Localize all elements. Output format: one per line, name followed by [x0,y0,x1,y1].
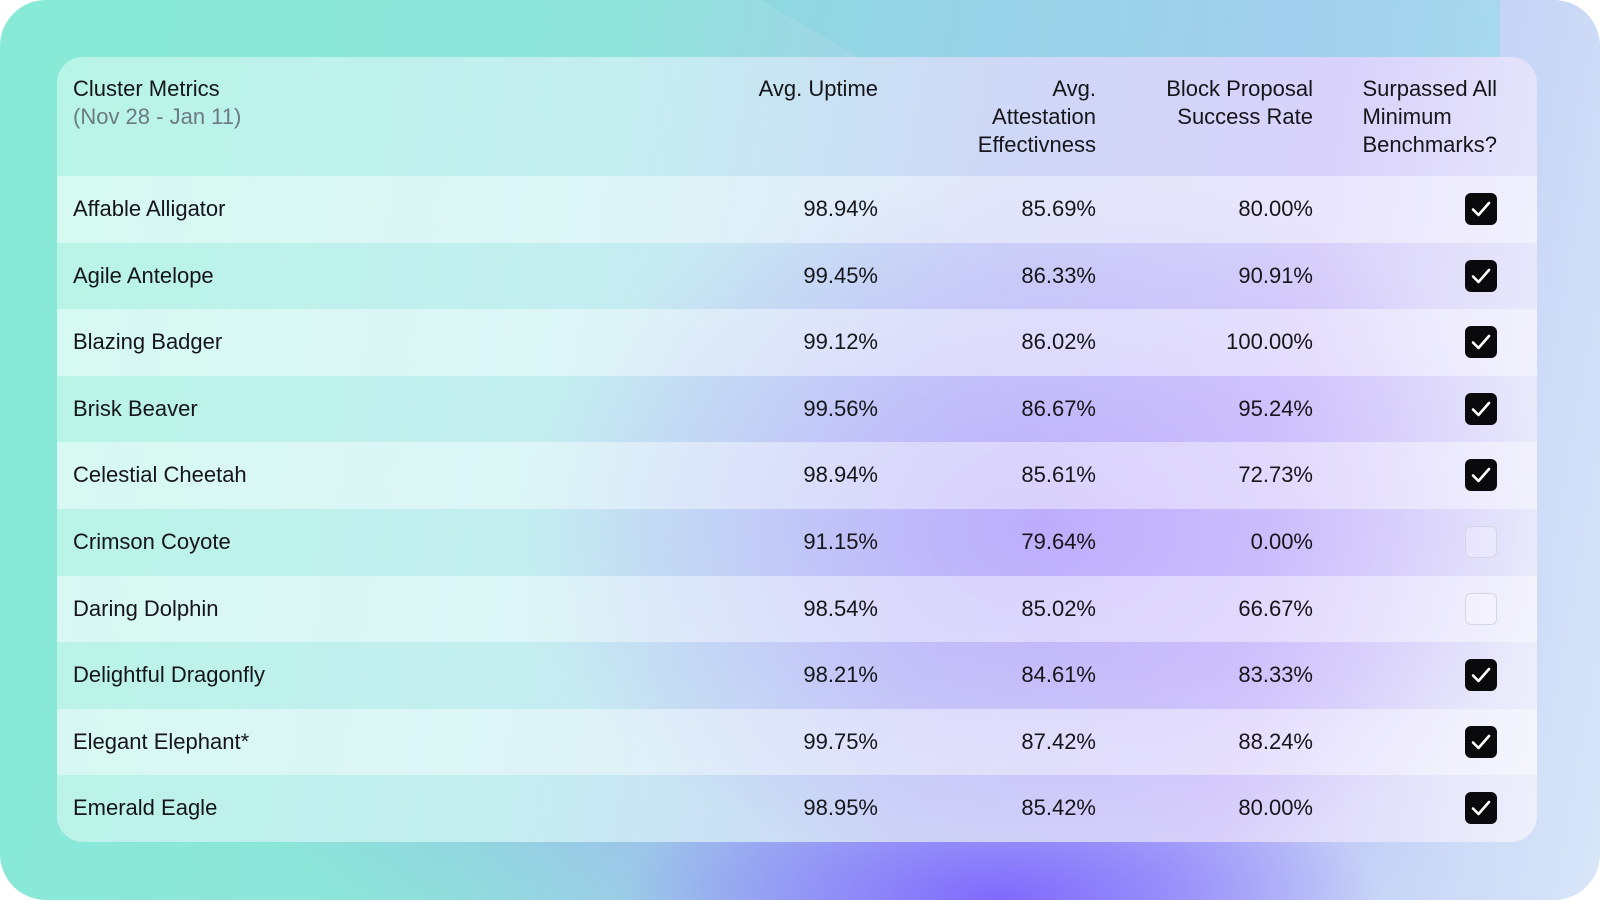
block-proposal-value: 0.00% [1250,528,1313,554]
table-row: Crimson Coyote 91.15% 79.64% 0.00% [57,509,1537,576]
table-row: Emerald Eagle 98.95% 85.42% 80.00% [57,775,1537,842]
header-block-proposal-rate: Block Proposal Success Rate [1166,76,1313,129]
block-proposal-value: 88.24% [1238,728,1313,754]
table-header: Cluster Metrics (Nov 28 - Jan 11) Avg. U… [57,57,1537,176]
metrics-table: Cluster Metrics (Nov 28 - Jan 11) Avg. U… [57,57,1537,842]
cluster-name: Celestial Cheetah [73,462,247,488]
table-row: Affable Alligator 98.94% 85.69% 80.00% [57,176,1537,243]
cluster-name: Delightful Dragonfly [73,662,265,688]
block-proposal-value: 90.91% [1238,262,1313,288]
attestation-value: 85.61% [1021,462,1096,488]
cluster-name: Agile Antelope [73,262,214,288]
uptime-value: 98.94% [803,196,878,221]
uptime-value: 98.94% [803,462,878,488]
header-benchmarks: Surpassed All Minimum Benchmarks? [1362,76,1497,157]
table-row: Brisk Beaver 99.56% 86.67% 95.24% [57,376,1537,443]
cluster-name: Elegant Elephant* [73,728,250,754]
table-row: Delightful Dragonfly 98.21% 84.61% 83.33… [57,642,1537,709]
block-proposal-value: 80.00% [1238,795,1313,821]
benchmark-checkbox[interactable] [1465,792,1497,825]
attestation-value: 85.02% [1021,595,1096,621]
block-proposal-value: 72.73% [1238,462,1313,488]
block-proposal-value: 80.00% [1238,196,1313,221]
attestation-value: 86.67% [1021,395,1096,421]
cluster-name: Crimson Coyote [73,528,231,554]
cluster-name: Brisk Beaver [73,395,198,421]
block-proposal-value: 100.00% [1226,329,1313,355]
table-body: Affable Alligator 98.94% 85.69% 80.00% A… [57,176,1537,842]
cluster-name: Daring Dolphin [73,595,219,621]
benchmark-checkbox[interactable] [1465,259,1497,292]
table-row: Daring Dolphin 98.54% 85.02% 66.67% [57,575,1537,643]
attestation-value: 86.02% [1021,329,1096,355]
benchmark-checkbox[interactable] [1465,725,1497,758]
attestation-value: 86.33% [1021,262,1096,288]
attestation-value: 79.64% [1021,528,1096,554]
header-cluster-metrics: Cluster Metrics [73,76,220,101]
benchmark-checkbox[interactable] [1465,193,1497,225]
table-row: Agile Antelope 99.45% 86.33% 90.91% [57,243,1537,310]
cluster-name: Emerald Eagle [73,795,218,821]
uptime-value: 98.54% [803,595,878,621]
benchmark-checkbox-empty[interactable] [1465,592,1497,625]
benchmark-checkbox[interactable] [1465,659,1497,692]
uptime-value: 98.21% [803,662,878,688]
uptime-value: 99.56% [803,395,878,421]
attestation-value: 84.61% [1021,662,1096,688]
table-row: Elegant Elephant* 99.75% 87.42% 88.24% [57,708,1537,776]
benchmark-checkbox-empty[interactable] [1465,525,1497,558]
cluster-name: Blazing Badger [73,329,223,355]
uptime-value: 99.12% [803,329,878,355]
header-avg-uptime: Avg. Uptime [758,76,878,101]
block-proposal-value: 95.24% [1238,395,1313,421]
uptime-value: 91.15% [803,528,878,554]
uptime-value: 99.45% [803,262,878,288]
table-row: Celestial Cheetah 98.94% 85.61% 72.73% [57,442,1537,509]
cluster-name: Affable Alligator [73,196,226,221]
block-proposal-value: 83.33% [1238,662,1313,688]
uptime-value: 99.75% [803,728,878,754]
table-row: Blazing Badger 99.12% 86.02% 100.00% [57,309,1537,376]
block-proposal-value: 66.67% [1238,595,1313,621]
benchmark-checkbox[interactable] [1465,326,1497,359]
header-date-range: (Nov 28 - Jan 11) [73,104,242,129]
benchmark-checkbox[interactable] [1465,459,1497,492]
attestation-value: 85.69% [1021,196,1096,221]
attestation-value: 85.42% [1021,795,1096,821]
attestation-value: 87.42% [1021,728,1096,754]
header-attestation-effectiveness: Avg. Attestation Effectivness [977,76,1096,157]
benchmark-checkbox[interactable] [1465,392,1497,425]
uptime-value: 98.95% [803,795,878,821]
